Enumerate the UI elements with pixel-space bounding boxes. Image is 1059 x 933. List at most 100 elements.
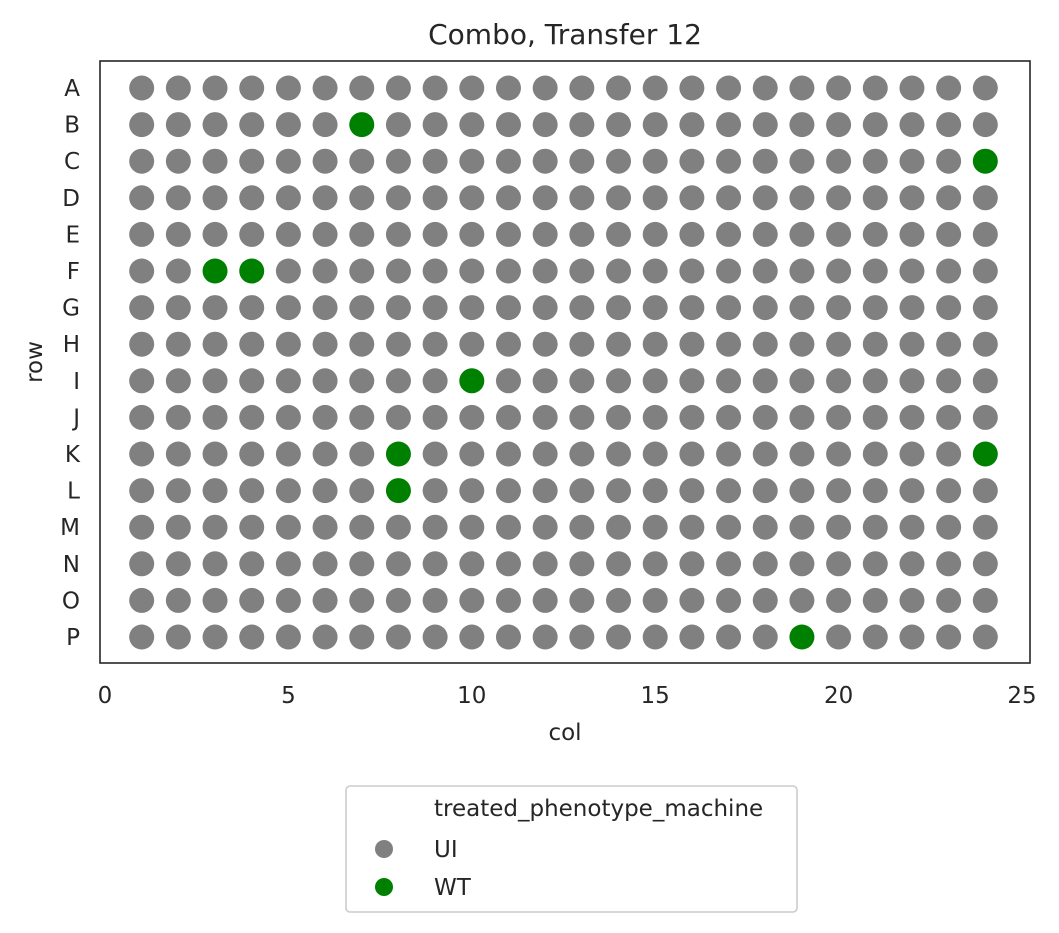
point-ui: [569, 368, 595, 394]
point-ui: [569, 258, 595, 284]
x-tick-label: 0: [98, 683, 113, 709]
point-ui: [862, 514, 888, 540]
point-ui: [312, 478, 338, 504]
point-ui: [495, 295, 521, 321]
point-ui: [642, 478, 668, 504]
point-wt: [972, 148, 998, 174]
point-ui: [642, 331, 668, 357]
point-ui: [129, 587, 155, 613]
y-tick-label: I: [73, 369, 80, 395]
point-ui: [679, 258, 705, 284]
point-ui: [495, 514, 521, 540]
point-ui: [459, 478, 485, 504]
point-ui: [862, 112, 888, 138]
point-ui: [716, 441, 742, 467]
point-ui: [312, 221, 338, 247]
point-ui: [752, 368, 778, 394]
point-ui: [826, 551, 852, 577]
point-ui: [716, 258, 742, 284]
point-ui: [532, 221, 558, 247]
point-ui: [936, 368, 962, 394]
point-ui: [789, 404, 815, 430]
point-ui: [972, 368, 998, 394]
point-ui: [642, 258, 668, 284]
point-ui: [972, 514, 998, 540]
point-ui: [459, 75, 485, 101]
point-ui: [899, 148, 925, 174]
point-ui: [165, 148, 191, 174]
point-ui: [642, 75, 668, 101]
legend-marker-ui: [375, 840, 393, 858]
point-ui: [899, 514, 925, 540]
point-ui: [569, 75, 595, 101]
point-ui: [972, 587, 998, 613]
point-ui: [422, 295, 448, 321]
point-ui: [422, 112, 448, 138]
point-ui: [385, 624, 411, 650]
point-ui: [385, 148, 411, 174]
point-ui: [789, 441, 815, 467]
legend-box: [345, 785, 798, 913]
point-ui: [165, 624, 191, 650]
point-ui: [165, 368, 191, 394]
point-ui: [679, 587, 705, 613]
point-ui: [826, 441, 852, 467]
point-ui: [789, 258, 815, 284]
point-ui: [936, 295, 962, 321]
point-ui: [716, 551, 742, 577]
point-ui: [826, 221, 852, 247]
point-ui: [862, 148, 888, 174]
y-tick-label: A: [64, 76, 80, 102]
point-ui: [679, 295, 705, 321]
point-ui: [312, 258, 338, 284]
y-tick-label: P: [66, 625, 80, 651]
point-ui: [569, 112, 595, 138]
point-ui: [349, 478, 375, 504]
point-ui: [459, 587, 485, 613]
point-ui: [569, 514, 595, 540]
point-ui: [129, 258, 155, 284]
point-ui: [862, 551, 888, 577]
point-ui: [569, 624, 595, 650]
point-ui: [606, 514, 632, 540]
point-ui: [532, 551, 558, 577]
point-ui: [202, 587, 228, 613]
point-ui: [679, 185, 705, 211]
point-ui: [312, 368, 338, 394]
point-ui: [275, 295, 301, 321]
point-ui: [202, 404, 228, 430]
point-ui: [239, 478, 265, 504]
point-wt: [972, 441, 998, 467]
point-ui: [679, 441, 705, 467]
point-ui: [422, 478, 448, 504]
point-ui: [165, 404, 191, 430]
point-ui: [899, 331, 925, 357]
point-ui: [239, 551, 265, 577]
point-ui: [569, 221, 595, 247]
point-ui: [642, 441, 668, 467]
point-ui: [349, 587, 375, 613]
point-ui: [826, 258, 852, 284]
point-ui: [532, 112, 558, 138]
point-ui: [275, 587, 301, 613]
point-ui: [312, 441, 338, 467]
point-ui: [972, 295, 998, 321]
point-ui: [349, 441, 375, 467]
point-ui: [642, 185, 668, 211]
point-ui: [495, 551, 521, 577]
point-ui: [752, 185, 778, 211]
point-ui: [642, 587, 668, 613]
y-tick-label: B: [64, 113, 80, 139]
point-ui: [349, 368, 375, 394]
point-ui: [312, 185, 338, 211]
point-ui: [606, 221, 632, 247]
point-ui: [349, 514, 375, 540]
point-ui: [569, 185, 595, 211]
y-tick-label: G: [62, 296, 80, 322]
point-ui: [532, 514, 558, 540]
point-ui: [899, 587, 925, 613]
point-ui: [862, 331, 888, 357]
legend-entries: UI WT: [375, 837, 472, 901]
point-ui: [862, 624, 888, 650]
point-ui: [532, 331, 558, 357]
